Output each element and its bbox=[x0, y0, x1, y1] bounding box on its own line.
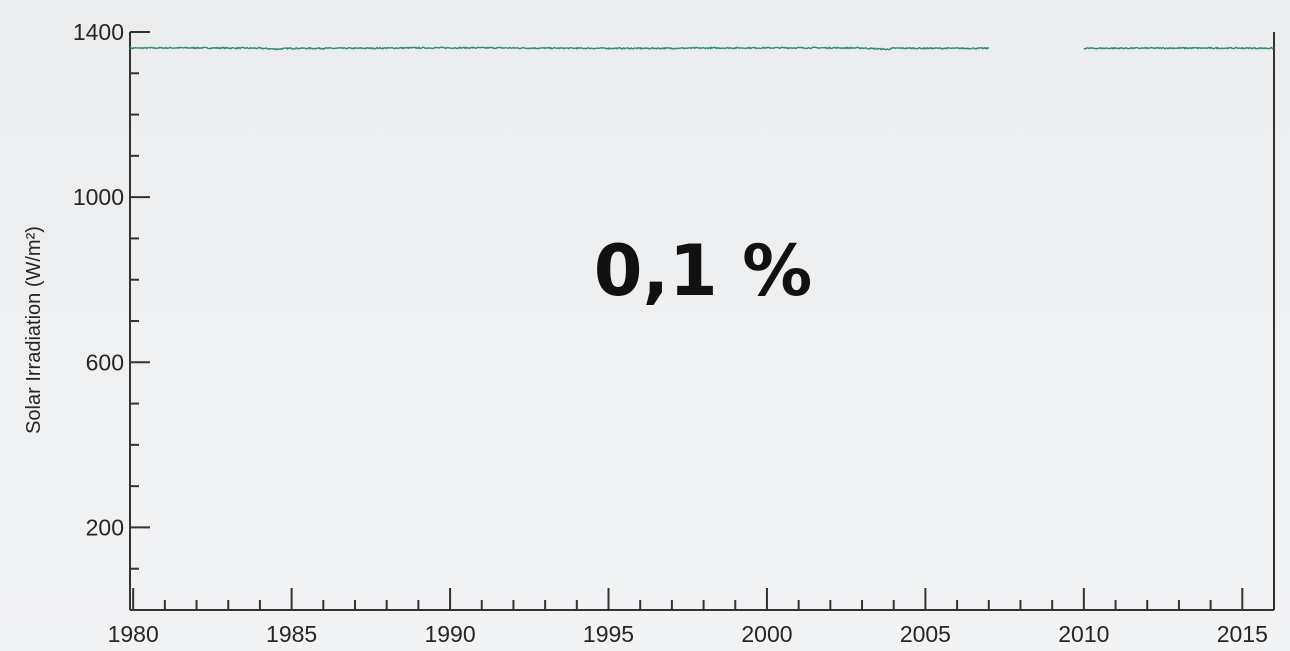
x-tick-label: 2000 bbox=[741, 621, 792, 647]
x-tick-label: 1995 bbox=[583, 621, 634, 647]
data-series bbox=[129, 46, 1274, 51]
x-tick-label: 2005 bbox=[900, 621, 951, 647]
y-axis-title: Solar Irradiation (W/m²) bbox=[23, 226, 45, 434]
y-tick-label: 200 bbox=[86, 514, 124, 540]
x-tick-label: 2015 bbox=[1217, 621, 1268, 647]
x-tick-label: 1990 bbox=[424, 621, 475, 647]
x-tick-label: 1980 bbox=[108, 621, 159, 647]
x-tick-label: 2010 bbox=[1058, 621, 1109, 647]
y-tick-label: 1400 bbox=[73, 19, 124, 45]
y-tick-label: 1000 bbox=[73, 184, 124, 210]
y-tick-label: 600 bbox=[86, 349, 124, 375]
annotation-percentage: 0,1 % bbox=[594, 230, 813, 312]
x-tick-labels: 1980 1985 1990 1995 2000 2005 2010 2015 bbox=[108, 621, 1268, 647]
axis-ticks bbox=[130, 31, 1275, 610]
x-tick-label: 1985 bbox=[266, 621, 317, 647]
y-tick-labels: 200 600 1000 1400 bbox=[73, 19, 124, 540]
series-line-solar-irradiance bbox=[129, 46, 1274, 51]
